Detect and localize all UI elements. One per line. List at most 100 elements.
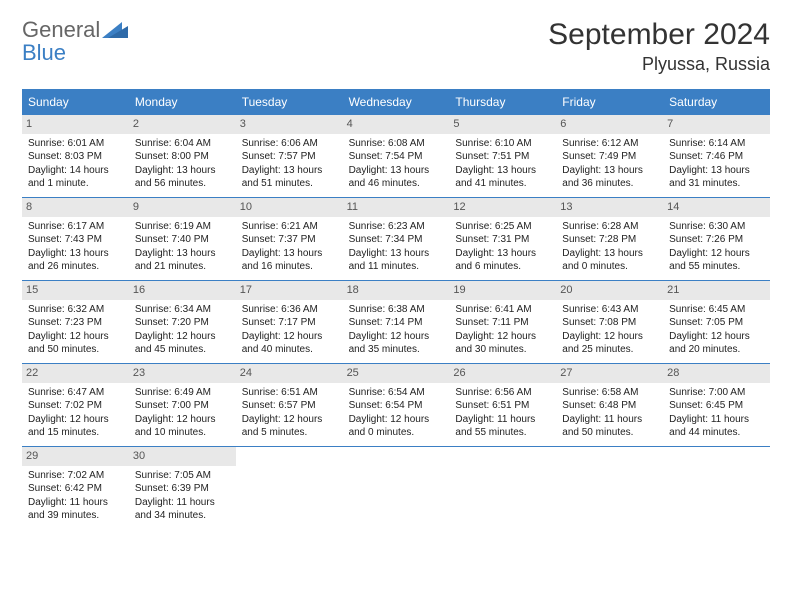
day-number: 30 [129, 447, 236, 466]
sunrise: Sunrise: 6:43 AM [562, 303, 657, 317]
sunset: Sunset: 6:57 PM [242, 399, 337, 413]
dow-wed: Wednesday [343, 90, 450, 114]
day-number: 28 [663, 364, 770, 383]
day-number: 2 [129, 115, 236, 134]
day-cell: 11Sunrise: 6:23 AMSunset: 7:34 PMDayligh… [343, 198, 450, 280]
day-cell: 5Sunrise: 6:10 AMSunset: 7:51 PMDaylight… [449, 115, 556, 197]
daylight: Daylight: 13 hours and 0 minutes. [562, 247, 657, 274]
daylight: Daylight: 13 hours and 26 minutes. [28, 247, 123, 274]
day-cell: 18Sunrise: 6:38 AMSunset: 7:14 PMDayligh… [343, 281, 450, 363]
sunrise: Sunrise: 6:14 AM [669, 137, 764, 151]
day-cell: 21Sunrise: 6:45 AMSunset: 7:05 PMDayligh… [663, 281, 770, 363]
empty-cell [343, 447, 450, 529]
day-number: 16 [129, 281, 236, 300]
daylight: Daylight: 13 hours and 51 minutes. [242, 164, 337, 191]
day-number: 14 [663, 198, 770, 217]
dow-mon: Monday [129, 90, 236, 114]
daylight: Daylight: 13 hours and 16 minutes. [242, 247, 337, 274]
day-cell: 22Sunrise: 6:47 AMSunset: 7:02 PMDayligh… [22, 364, 129, 446]
day-number: 15 [22, 281, 129, 300]
sunrise: Sunrise: 6:04 AM [135, 137, 230, 151]
sunrise: Sunrise: 6:25 AM [455, 220, 550, 234]
daylight: Daylight: 11 hours and 34 minutes. [135, 496, 230, 523]
day-cell: 17 Sunrise: 6:36 AMSunset: 7:17 PMDayligh… [236, 281, 343, 363]
sunrise: Sunrise: 6:17 AM [28, 220, 123, 234]
daylight: Daylight: 13 hours and 21 minutes. [135, 247, 230, 274]
day-cell: 4Sunrise: 6:08 AMSunset: 7:54 PMDaylight… [343, 115, 450, 197]
daylight: Daylight: 13 hours and 36 minutes. [562, 164, 657, 191]
sunset: Sunset: 7:05 PM [669, 316, 764, 330]
dow-fri: Friday [556, 90, 663, 114]
day-number: 21 [663, 281, 770, 300]
sunrise: Sunrise: 6:58 AM [562, 386, 657, 400]
day-number: 29 [22, 447, 129, 466]
sunset: Sunset: 7:28 PM [562, 233, 657, 247]
daylight: Daylight: 12 hours and 55 minutes. [669, 247, 764, 274]
sunrise: Sunrise: 6:23 AM [349, 220, 444, 234]
day-number: 12 [449, 198, 556, 217]
dow-row: Sunday Monday Tuesday Wednesday Thursday… [22, 89, 770, 114]
day-cell: 8Sunrise: 6:17 AMSunset: 7:43 PMDaylight… [22, 198, 129, 280]
sunrise: Sunrise: 6:45 AM [669, 303, 764, 317]
sunrise: Sunrise: 6:01 AM [28, 137, 123, 151]
day-cell: 20Sunrise: 6:43 AMSunset: 7:08 PMDayligh… [556, 281, 663, 363]
sunset: Sunset: 6:42 PM [28, 482, 123, 496]
dow-sun: Sunday [22, 90, 129, 114]
sunrise: Sunrise: 6:56 AM [455, 386, 550, 400]
daylight: Daylight: 12 hours and 0 minutes. [349, 413, 444, 440]
daylight: Daylight: 11 hours and 44 minutes. [669, 413, 764, 440]
daylight: Daylight: 12 hours and 35 minutes. [349, 330, 444, 357]
sunrise: Sunrise: 6:12 AM [562, 137, 657, 151]
sunset: Sunset: 6:45 PM [669, 399, 764, 413]
sunrise: Sunrise: 6:06 AM [242, 137, 337, 151]
sunset: Sunset: 7:17 PM [242, 316, 337, 330]
daylight: Daylight: 12 hours and 50 minutes. [28, 330, 123, 357]
sunset: Sunset: 7:00 PM [135, 399, 230, 413]
day-cell: 6Sunrise: 6:12 AMSunset: 7:49 PMDaylight… [556, 115, 663, 197]
day-number: 19 [449, 281, 556, 300]
day-number: 13 [556, 198, 663, 217]
day-number: 17 [236, 281, 343, 300]
day-cell: 30Sunrise: 7:05 AMSunset: 6:39 PMDayligh… [129, 447, 236, 529]
sunrise: Sunrise: 6:49 AM [135, 386, 230, 400]
day-number: 25 [343, 364, 450, 383]
day-number: 26 [449, 364, 556, 383]
sunset: Sunset: 6:51 PM [455, 399, 550, 413]
sunrise: Sunrise: 6:34 AM [135, 303, 230, 317]
daylight: Daylight: 12 hours and 30 minutes. [455, 330, 550, 357]
week-row: 8Sunrise: 6:17 AMSunset: 7:43 PMDaylight… [22, 197, 770, 280]
logo-text: General Blue [22, 18, 100, 64]
daylight: Daylight: 13 hours and 6 minutes. [455, 247, 550, 274]
day-cell: 3Sunrise: 6:06 AMSunset: 7:57 PMDaylight… [236, 115, 343, 197]
empty-cell [236, 447, 343, 529]
day-number: 7 [663, 115, 770, 134]
sunset: Sunset: 7:20 PM [135, 316, 230, 330]
day-number: 6 [556, 115, 663, 134]
day-number: 24 [236, 364, 343, 383]
day-number: 1 [22, 115, 129, 134]
sunset: Sunset: 7:54 PM [349, 150, 444, 164]
empty-cell [663, 447, 770, 529]
sunset: Sunset: 7:57 PM [242, 150, 337, 164]
sunrise: Sunrise: 6:51 AM [242, 386, 337, 400]
logo-word1: General [22, 17, 100, 42]
sunrise: Sunrise: 6:32 AM [28, 303, 123, 317]
sunset: Sunset: 6:48 PM [562, 399, 657, 413]
sunset: Sunset: 8:03 PM [28, 150, 123, 164]
sunset: Sunset: 7:11 PM [455, 316, 550, 330]
daylight: Daylight: 13 hours and 31 minutes. [669, 164, 764, 191]
day-cell: 15Sunrise: 6:32 AMSunset: 7:23 PMDayligh… [22, 281, 129, 363]
sunrise: Sunrise: 6:30 AM [669, 220, 764, 234]
day-cell: 16Sunrise: 6:34 AMSunset: 7:20 PMDayligh… [129, 281, 236, 363]
sunrise: Sunrise: 6:38 AM [349, 303, 444, 317]
sunset: Sunset: 7:37 PM [242, 233, 337, 247]
daylight: Daylight: 12 hours and 10 minutes. [135, 413, 230, 440]
daylight: Daylight: 12 hours and 40 minutes. [242, 330, 337, 357]
day-cell: 24Sunrise: 6:51 AMSunset: 6:57 PMDayligh… [236, 364, 343, 446]
sunset: Sunset: 7:51 PM [455, 150, 550, 164]
day-number: 8 [22, 198, 129, 217]
title-block: September 2024 Plyussa, Russia [548, 18, 770, 75]
sunrise: Sunrise: 6:36 AM [242, 303, 337, 317]
sunrise: Sunrise: 6:19 AM [135, 220, 230, 234]
sunset: Sunset: 7:31 PM [455, 233, 550, 247]
